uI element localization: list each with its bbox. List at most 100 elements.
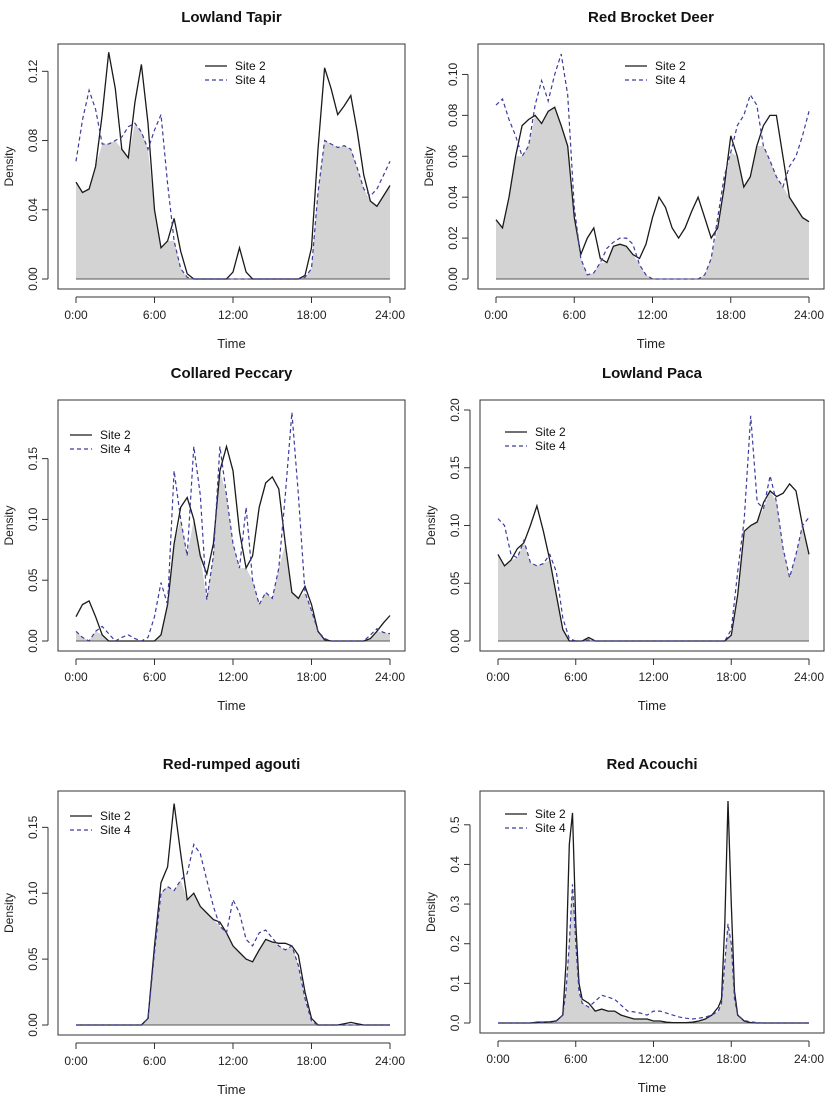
overlap-area <box>76 123 390 279</box>
x-tick-label: 24:00 <box>375 670 405 684</box>
y-tick-label: 0.10 <box>448 513 462 537</box>
overlap-area <box>496 107 809 279</box>
chart-panel: Red Acouchi 0:00 6:00 12:00 18:00 24:00 Time 0.… <box>424 756 825 1095</box>
x-tick-label: 0:00 <box>486 670 510 684</box>
legend-label-site-4: Site 4 <box>535 439 566 453</box>
overlap-area <box>76 470 390 641</box>
chart-title: Collared Peccary <box>171 365 293 382</box>
series-line-site-4 <box>75 412 391 642</box>
legend-label-site-2: Site 2 <box>100 428 131 442</box>
x-tick-label: 18:00 <box>716 670 746 684</box>
legend-label-site-4: Site 4 <box>535 821 566 835</box>
chart-title: Red-rumped agouti <box>163 756 301 773</box>
x-tick-label: 6:00 <box>143 308 167 322</box>
x-tick-label: 0:00 <box>64 670 88 684</box>
y-axis-label: Density <box>424 505 438 545</box>
series-line-site-2 <box>75 444 391 642</box>
y-tick-label: 0.05 <box>26 568 40 592</box>
plot-frame <box>57 790 406 1036</box>
x-tick-label: 18:00 <box>296 1054 326 1068</box>
legend-label-site-2: Site 2 <box>235 59 266 73</box>
y-tick-label: 0.02 <box>446 226 460 250</box>
x-tick-label: 6:00 <box>143 1054 167 1068</box>
legend-label-site-2: Site 2 <box>535 425 566 439</box>
legend-label-site-2: Site 2 <box>655 59 686 73</box>
plot-frame <box>479 790 825 1034</box>
x-tick-label: 18:00 <box>716 1052 746 1066</box>
chart-panel: Lowland Tapir 0:00 6:00 12:00 18:00 24:00 Time… <box>2 9 406 351</box>
plot-frame <box>57 43 406 290</box>
y-tick-label: 0.08 <box>26 129 40 153</box>
x-tick-label: 12:00 <box>218 670 248 684</box>
x-tick-label: 24:00 <box>794 308 824 322</box>
y-axis-label: Density <box>424 892 438 932</box>
series-line-site-2 <box>497 482 810 642</box>
y-axis-label: Density <box>2 146 16 186</box>
x-tick-label: 12:00 <box>218 308 248 322</box>
y-axis-label: Density <box>2 505 16 545</box>
x-axis-label: Time <box>638 1080 666 1095</box>
overlap-area <box>498 490 809 641</box>
chart-panel: Red Brocket Deer 0:00 6:00 12:00 18:00 24:00 T… <box>422 9 825 351</box>
y-tick-label: 0.04 <box>26 198 40 222</box>
series-line-site-4 <box>497 415 810 642</box>
legend-label-site-2: Site 2 <box>100 809 131 823</box>
y-tick-label: 0.05 <box>26 947 40 971</box>
y-tick-label: 0.04 <box>446 185 460 209</box>
x-tick-label: 12:00 <box>637 308 667 322</box>
x-tick-label: 0:00 <box>64 308 88 322</box>
overlap-area <box>76 880 390 1025</box>
y-tick-label: 0.00 <box>26 267 40 291</box>
x-tick-label: 24:00 <box>794 1052 824 1066</box>
series-line-site-4 <box>498 884 809 1024</box>
x-tick-label: 24:00 <box>794 670 824 684</box>
y-tick-label: 0.05 <box>448 571 462 595</box>
chart-title: Lowland Tapir <box>181 9 282 26</box>
y-tick-label: 0.06 <box>446 144 460 168</box>
y-tick-label: 0.08 <box>446 103 460 127</box>
legend-label-site-4: Site 4 <box>655 73 686 87</box>
y-tick-label: 0.20 <box>448 398 462 422</box>
legend-label-site-4: Site 4 <box>235 73 266 87</box>
x-tick-label: 18:00 <box>296 308 326 322</box>
y-tick-label: 0.1 <box>448 975 462 992</box>
y-tick-label: 0.10 <box>446 62 460 86</box>
chart-panel: Lowland Paca 0:00 6:00 12:00 18:00 24:00 Time 0… <box>424 365 825 713</box>
y-tick-label: 0.2 <box>448 935 462 952</box>
plot-frame <box>477 43 825 290</box>
x-axis-label: Time <box>217 336 245 351</box>
y-tick-label: 0.10 <box>26 507 40 531</box>
x-tick-label: 6:00 <box>564 1052 588 1066</box>
y-tick-label: 0.3 <box>448 895 462 912</box>
plot-frame <box>479 399 825 652</box>
x-axis-label: Time <box>217 1082 245 1097</box>
chart-panel: Red-rumped agouti 0:00 6:00 12:00 18:00 24:00… <box>2 756 406 1097</box>
chart-title: Red Acouchi <box>606 756 697 773</box>
x-axis-label: Time <box>638 698 666 713</box>
y-tick-label: 0.15 <box>26 815 40 839</box>
y-tick-label: 0.15 <box>448 456 462 480</box>
y-axis-label: Density <box>422 146 436 186</box>
y-tick-label: 0.12 <box>26 59 40 83</box>
x-tick-label: 0:00 <box>486 1052 510 1066</box>
x-tick-label: 6:00 <box>143 670 167 684</box>
y-tick-label: 0.4 <box>448 856 462 873</box>
x-tick-label: 24:00 <box>375 308 405 322</box>
y-tick-label: 0.00 <box>448 629 462 653</box>
y-axis-label: Density <box>2 893 16 933</box>
x-tick-label: 6:00 <box>564 670 588 684</box>
y-tick-label: 0.15 <box>26 447 40 471</box>
series-line-site-4 <box>495 53 810 280</box>
legend-label-site-4: Site 4 <box>100 823 131 837</box>
x-tick-label: 18:00 <box>296 670 326 684</box>
x-axis-label: Time <box>637 336 665 351</box>
x-tick-label: 12:00 <box>218 1054 248 1068</box>
x-tick-label: 24:00 <box>375 1054 405 1068</box>
x-tick-label: 0:00 <box>64 1054 88 1068</box>
